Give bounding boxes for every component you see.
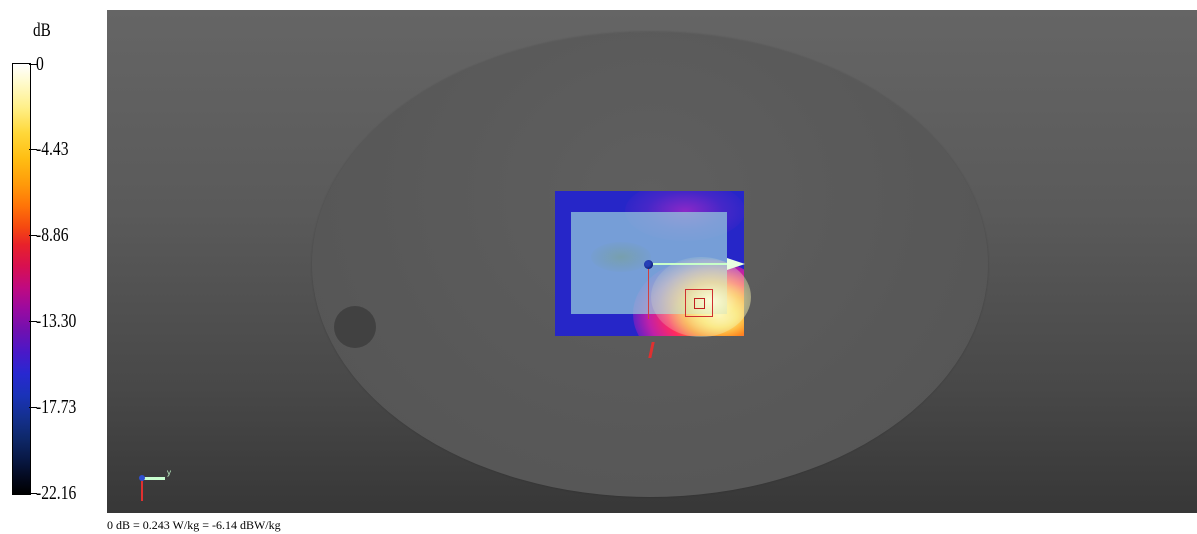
3d-viewport[interactable]: y <box>107 10 1197 513</box>
orientation-y-axis-icon <box>143 477 165 480</box>
peak-location-inner-box <box>694 298 705 309</box>
legend-unit: dB <box>33 20 51 41</box>
y-arrow-icon <box>727 258 745 270</box>
legend-tick-label: -13.30 <box>36 310 77 332</box>
orientation-z-axis-icon <box>141 477 143 501</box>
orientation-y-label: y <box>167 468 171 477</box>
legend-tick-label: -22.16 <box>36 482 77 504</box>
legend-tick <box>29 149 37 150</box>
legend-tick <box>29 493 37 494</box>
peak-location-box <box>685 289 713 317</box>
legend-tick <box>29 407 37 408</box>
colorbar <box>12 63 31 495</box>
color-scale-legend: dB 0 -4.43 -8.86 -13.30 -17.73 -22.16 <box>0 0 105 515</box>
probe-origin-dot <box>644 260 653 269</box>
legend-tick <box>29 235 37 236</box>
legend-tick-label: -17.73 <box>36 396 77 418</box>
probe-z-axis <box>648 269 649 319</box>
legend-tick-label: -4.43 <box>36 138 69 160</box>
reference-caption: 0 dB = 0.243 W/kg = -6.14 dBW/kg <box>107 518 281 532</box>
legend-tick <box>29 64 37 65</box>
legend-tick <box>29 321 37 322</box>
legend-tick-label: 0 <box>36 53 44 75</box>
phantom-marker <box>334 306 376 348</box>
orientation-x-axis-icon <box>139 475 145 481</box>
legend-tick-label: -8.86 <box>36 224 69 246</box>
probe-y-axis <box>653 263 729 265</box>
